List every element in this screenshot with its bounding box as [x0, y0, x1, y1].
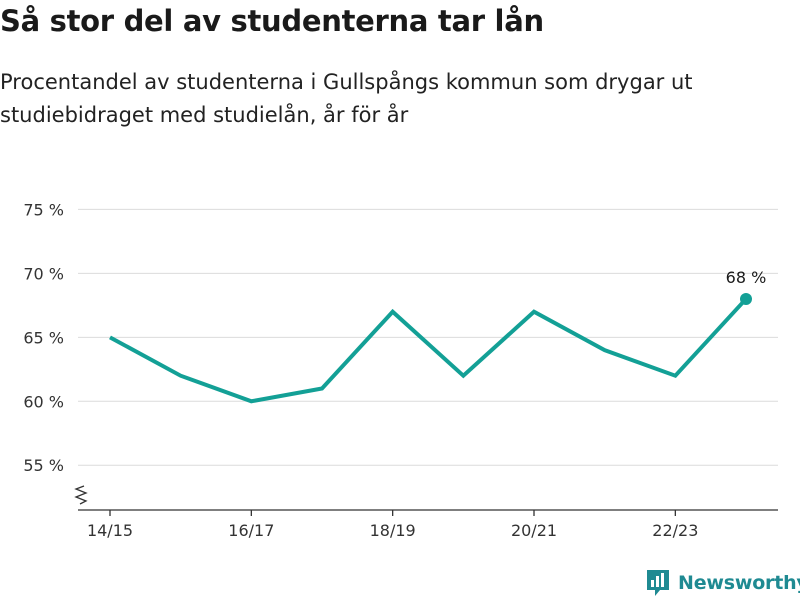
chart-title: Så stor del av studenterna tar lån: [0, 4, 544, 38]
axis-break-icon: [74, 485, 88, 505]
data-labels: 68 %: [726, 268, 767, 287]
last-data-point: [740, 292, 752, 305]
x-axis-tick-labels: 14/15 16/17 18/19 20/21 22/23: [87, 521, 698, 540]
x-tick-label: 16/17: [228, 521, 274, 540]
y-tick-label: 55 %: [23, 456, 64, 475]
series-line: [109, 297, 748, 404]
line-chart: 55 % 60 % 65 % 70 % 75 % 14/15 16/17 18/19 20/2…: [23, 200, 778, 540]
brand-name: Newsworthy: [678, 572, 800, 594]
x-tick-label: 18/19: [370, 521, 416, 540]
last-point-label: 68 %: [726, 268, 767, 287]
chart-subtitle: Procentandel av studenterna i Gullspångs…: [0, 70, 693, 127]
x-tick-label: 22/23: [652, 521, 698, 540]
y-tick-label: 75 %: [23, 200, 64, 219]
bar-chart-logo-icon: [647, 570, 669, 596]
y-tick-label: 70 %: [23, 264, 64, 283]
data-series: [109, 292, 752, 404]
newsworthy-brand: Newsworthy: [645, 568, 800, 598]
grid-lines: [78, 208, 778, 466]
y-tick-label: 65 %: [23, 328, 64, 347]
x-tick-label: 14/15: [87, 521, 133, 540]
y-axis-tick-labels: 55 % 60 % 65 % 70 % 75 %: [23, 200, 64, 475]
x-axis: [78, 509, 778, 516]
y-tick-label: 60 %: [23, 392, 64, 411]
x-tick-label: 20/21: [511, 521, 557, 540]
